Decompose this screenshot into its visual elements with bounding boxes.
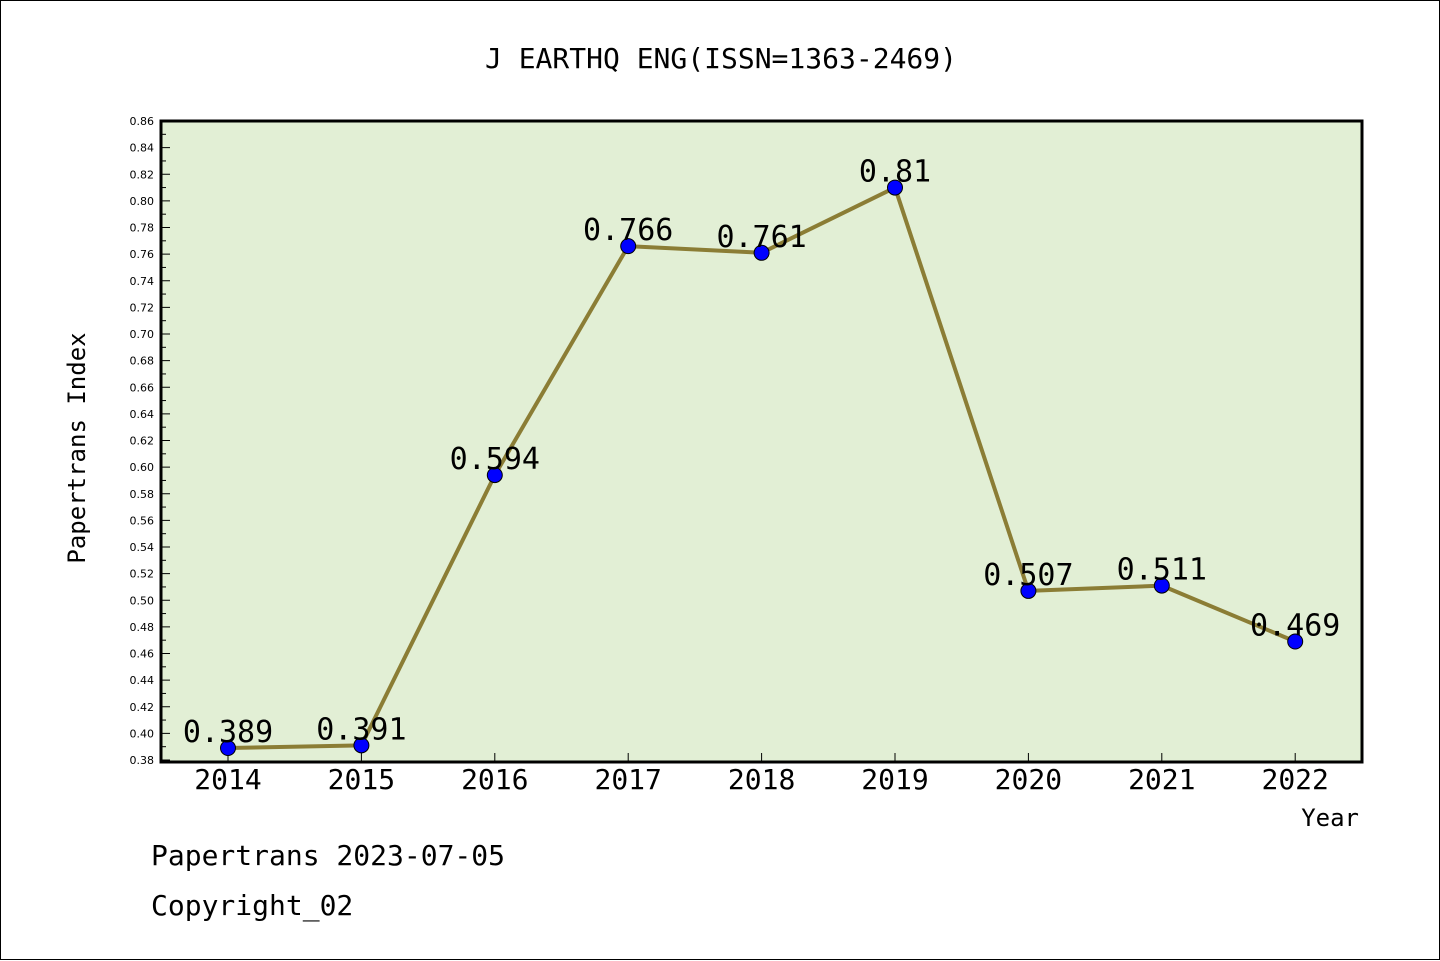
x-tick-label: 2021 [1128, 763, 1195, 796]
data-label: 0.594 [450, 442, 540, 477]
data-point [1020, 582, 1037, 599]
y-tick-label: 0.72 [130, 301, 155, 314]
y-tick-label: 0.54 [130, 541, 155, 554]
y-tick-label: 0.80 [130, 195, 155, 208]
chart-title: J EARTHQ ENG(ISSN=1363-2469) [485, 42, 957, 75]
y-tick-label: 0.44 [130, 674, 155, 687]
y-tick-label: 0.40 [130, 727, 155, 740]
data-point [486, 467, 503, 484]
y-tick-label: 0.52 [130, 568, 155, 581]
x-tick-label: 2019 [861, 763, 928, 796]
y-tick-label: 0.56 [130, 514, 155, 527]
y-tick-label: 0.76 [130, 248, 155, 261]
x-tick-label: 2014 [194, 763, 261, 796]
data-label: 0.507 [983, 558, 1073, 593]
y-tick-label: 0.78 [130, 222, 155, 235]
data-label: 0.469 [1250, 609, 1340, 644]
y-tick-label: 0.86 [130, 115, 155, 128]
data-label: 0.511 [1117, 553, 1207, 588]
x-axis: 2014 2015 2016 2017 2018 2019 2020 2021 2022 [194, 753, 1329, 796]
y-tick-label: 0.38 [130, 754, 155, 767]
data-label: 0.389 [183, 715, 273, 750]
data-labels: 0.389 0.391 0.594 0.766 0.761 0.81 0.507 0.511 0… [183, 155, 1341, 750]
footer-copyright: Copyright_02 [151, 889, 353, 923]
x-tick-label: 2018 [728, 763, 795, 796]
y-tick-label: 0.42 [130, 701, 155, 714]
series-layer [220, 179, 1304, 757]
y-tick-label: 0.46 [130, 648, 155, 661]
y-tick-label: 0.64 [130, 408, 155, 421]
data-point [620, 238, 637, 255]
y-tick-label: 0.60 [130, 461, 155, 474]
y-tick-label: 0.48 [130, 621, 155, 634]
data-point [1153, 577, 1170, 594]
data-label: 0.761 [716, 220, 806, 255]
data-point [220, 740, 236, 757]
x-axis-label: Year [1301, 804, 1359, 832]
y-tick-label: 0.68 [130, 355, 155, 368]
data-label: 0.81 [859, 155, 931, 190]
y-tick-label: 0.62 [130, 435, 155, 448]
y-axis: 0.38 0.40 0.42 0.44 0.46 0.48 0.50 0.52 0.54 0.56… [130, 115, 170, 767]
plot-area [159, 119, 1364, 764]
data-point [887, 179, 903, 196]
x-tick-label: 2017 [594, 763, 661, 796]
y-axis-label: Papertrans Index [63, 332, 91, 563]
data-label: 0.391 [316, 712, 406, 747]
x-tick-label: 2022 [1261, 763, 1328, 796]
y-tick-label: 0.84 [130, 142, 155, 155]
data-point [1287, 633, 1304, 650]
y-tick-label: 0.82 [130, 168, 155, 181]
y-tick-label: 0.58 [130, 488, 155, 501]
y-tick-label: 0.74 [130, 275, 155, 288]
y-tick-label: 0.66 [130, 381, 155, 394]
x-tick-label: 2020 [995, 763, 1062, 796]
footer-date: Papertrans 2023-07-05 [151, 839, 505, 872]
data-point [753, 244, 770, 261]
y-tick-label: 0.50 [130, 594, 155, 607]
x-tick-label: 2016 [461, 763, 528, 796]
y-tick-label: 0.70 [130, 328, 155, 341]
data-point [353, 737, 370, 754]
x-tick-label: 2015 [328, 763, 395, 796]
data-label: 0.766 [583, 213, 673, 248]
